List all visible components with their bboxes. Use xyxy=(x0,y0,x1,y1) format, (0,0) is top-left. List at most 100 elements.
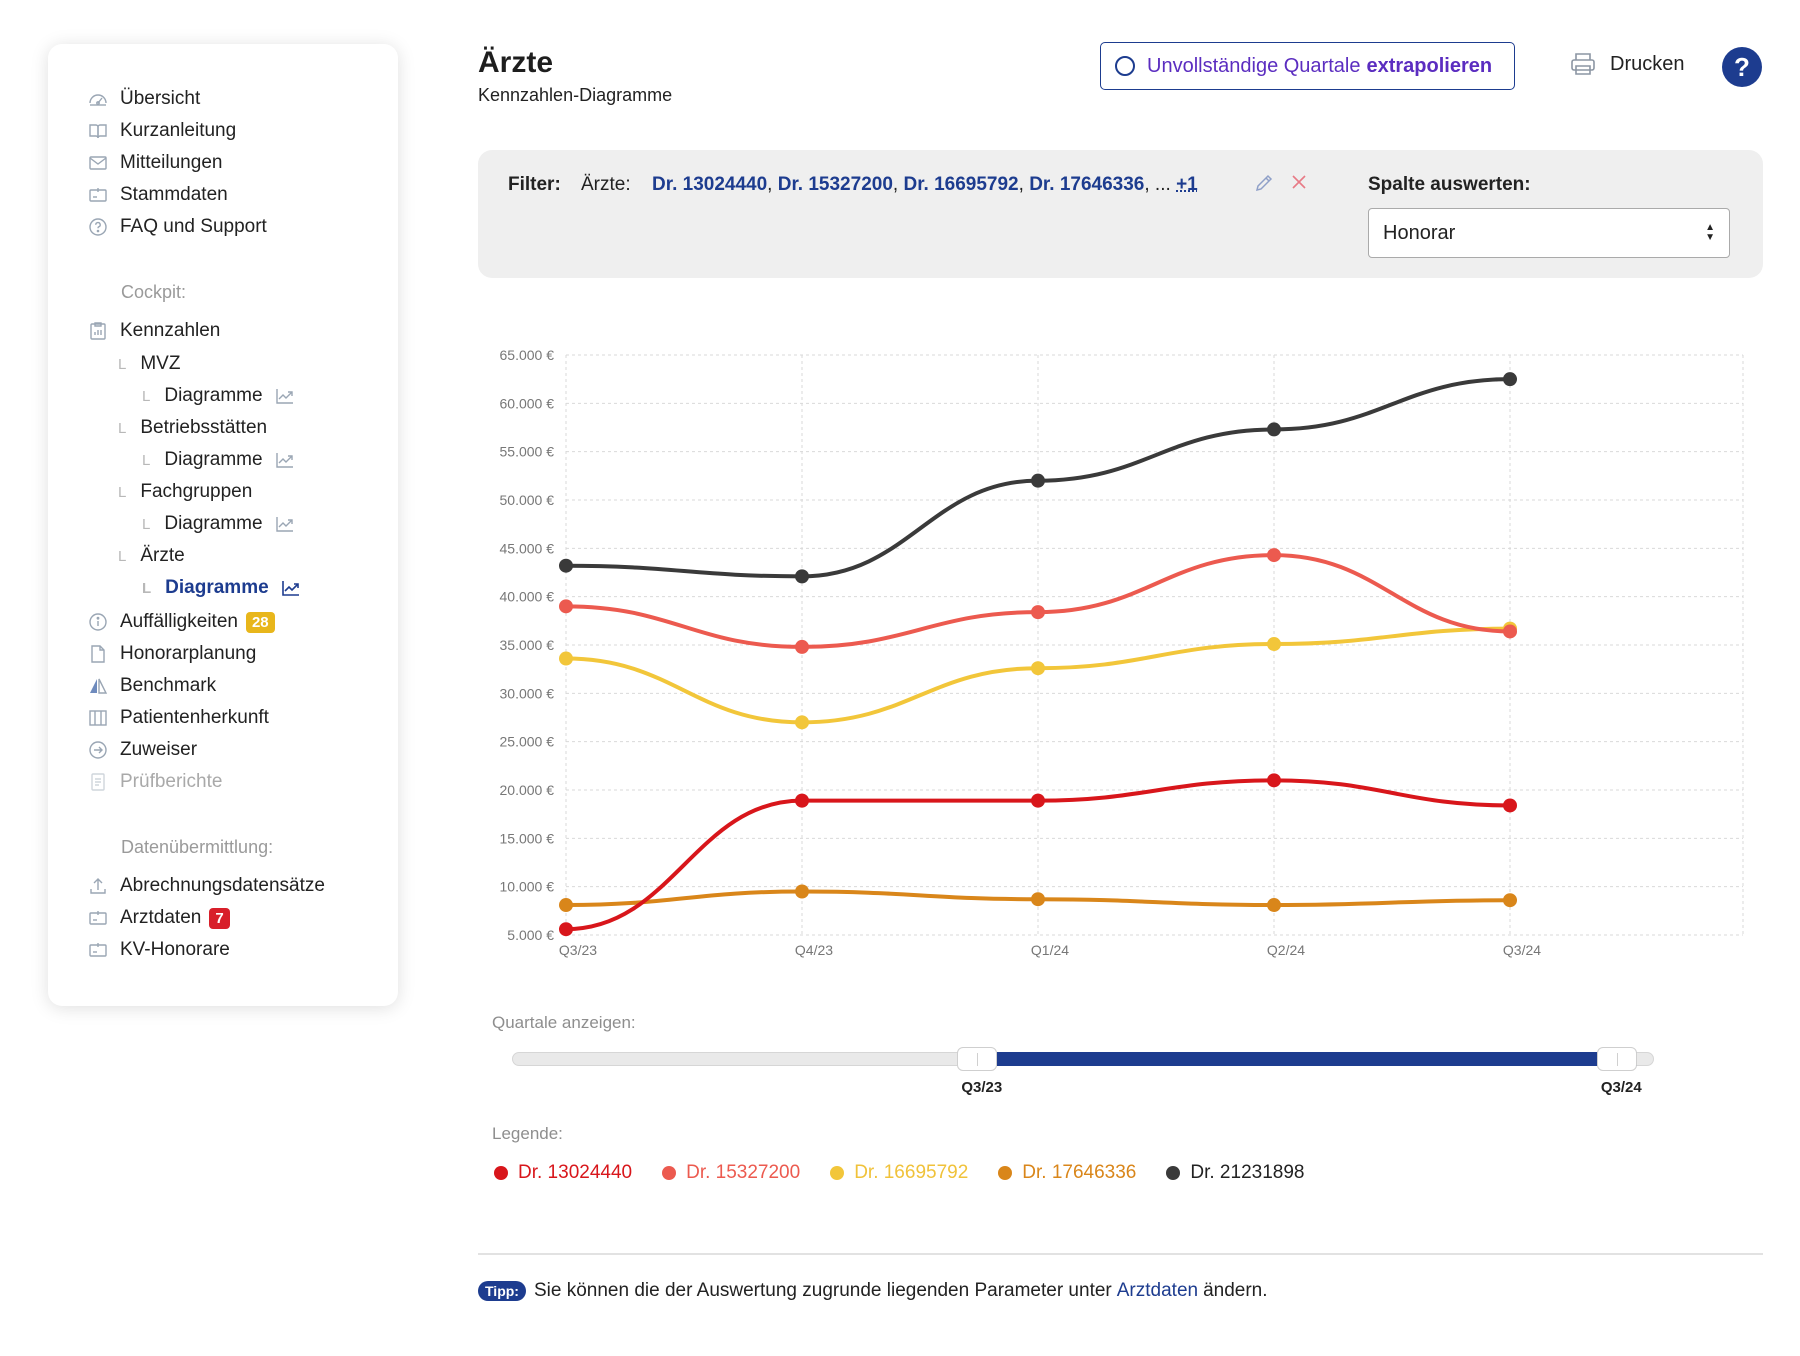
line-chart: 5.000 € 10.000 € 15.000 € 20.000 € 25.000 € 3… xyxy=(478,330,1768,970)
extrapolate-toggle-button[interactable]: Unvollständige Quartale extrapolieren xyxy=(1100,42,1515,90)
column-select-value: Honorar xyxy=(1383,221,1456,244)
nav-item-faq[interactable]: FAQ und Support xyxy=(86,212,267,242)
legend-item[interactable]: Dr. 17646336 xyxy=(998,1162,1136,1184)
legend-dot xyxy=(1166,1166,1181,1180)
select-arrows-icon: ▲ ▼ xyxy=(1705,222,1715,243)
nav-item-honorarplanung[interactable]: Honorarplanung xyxy=(86,639,256,669)
y-tick-label: 10.000 € xyxy=(500,879,555,895)
range-handle-start[interactable] xyxy=(957,1047,998,1071)
legend-item[interactable]: Dr. 21231898 xyxy=(1166,1162,1304,1184)
data-point xyxy=(795,715,809,730)
id-card-icon xyxy=(86,938,110,962)
filter-more-link[interactable]: +1 xyxy=(1176,174,1198,195)
sub-item-mvz-diagramme[interactable]: L Diagramme xyxy=(142,382,295,410)
sub-item-betriebsstaetten[interactable]: L Betriebsstätten xyxy=(118,414,267,442)
sub-item-betriebsstaetten-diagramme[interactable]: L Diagramme xyxy=(142,446,295,474)
data-point xyxy=(559,558,573,573)
arrow-circle-icon xyxy=(86,738,110,762)
filter-label: Filter: xyxy=(508,174,561,195)
y-tick-label: 5.000 € xyxy=(507,927,554,943)
info-circle-icon xyxy=(86,610,110,634)
data-point xyxy=(559,599,573,614)
nav-label: Arztdaten xyxy=(120,907,202,928)
nav-item-stammdaten[interactable]: Stammdaten xyxy=(86,180,228,210)
nav-item-mitteilungen[interactable]: Mitteilungen xyxy=(86,148,222,178)
nav-item-arztdaten[interactable]: Arztdaten 7 xyxy=(86,903,230,933)
legend-label-text: Dr. 15327200 xyxy=(686,1162,801,1183)
count-badge: 28 xyxy=(245,611,275,633)
nav-item-abrechnungsdatensaetze[interactable]: Abrechnungsdatensätze xyxy=(86,871,325,901)
data-point xyxy=(795,793,809,808)
tip-text-end: ändern. xyxy=(1203,1280,1268,1301)
legend-item[interactable]: Dr. 16695792 xyxy=(830,1162,968,1184)
nav-item-benchmark[interactable]: Benchmark xyxy=(86,671,216,701)
legend-item[interactable]: Dr. 13024440 xyxy=(494,1162,632,1184)
range-handle-end[interactable] xyxy=(1596,1047,1637,1071)
page-subtitle: Kennzahlen-Diagramme xyxy=(478,85,673,105)
y-tick-label: 15.000 € xyxy=(500,830,555,846)
chart-svg: 5.000 € 10.000 € 15.000 € 20.000 € 25.000 € 3… xyxy=(500,347,1744,958)
tree-elbow: L xyxy=(142,515,151,533)
nav-label: Kennzahlen xyxy=(120,320,221,341)
data-point xyxy=(1031,661,1045,676)
nav-label: Kurzanleitung xyxy=(120,120,237,141)
data-point xyxy=(795,569,809,584)
data-point xyxy=(559,898,573,913)
sub-item-fachgruppen[interactable]: L Fachgruppen xyxy=(118,478,252,506)
tree-elbow: L xyxy=(118,419,127,437)
legend-item[interactable]: Dr. 15327200 xyxy=(662,1162,800,1184)
data-point xyxy=(1267,898,1281,913)
sub-label: Diagramme xyxy=(164,449,263,470)
filter-value: Dr. 15327200 xyxy=(777,174,893,195)
range-selection xyxy=(997,1052,1637,1066)
tree-elbow: L xyxy=(142,387,151,405)
line-chart-icon xyxy=(275,451,295,469)
data-point xyxy=(1267,637,1281,652)
column-select[interactable]: Honorar ▲ ▼ xyxy=(1368,208,1730,258)
data-point xyxy=(1267,773,1281,788)
sub-label: Ärzte xyxy=(140,545,185,566)
pencil-icon[interactable] xyxy=(1253,172,1275,194)
print-button[interactable]: Drucken xyxy=(1570,52,1684,76)
nav-item-kurzanleitung[interactable]: Kurzanleitung xyxy=(86,116,236,146)
sub-item-mvz[interactable]: L MVZ xyxy=(118,350,180,378)
y-tick-label: 20.000 € xyxy=(500,782,555,798)
legend-dot xyxy=(998,1166,1013,1180)
legend-dot xyxy=(494,1166,508,1180)
sub-label: Diagramme xyxy=(164,513,263,534)
sub-item-aerzte[interactable]: L Ärzte xyxy=(118,542,185,570)
nav-item-auffaelligkeiten[interactable]: Auffälligkeiten 28 xyxy=(86,607,275,637)
help-button[interactable]: ? xyxy=(1722,47,1762,87)
sub-label: MVZ xyxy=(140,353,181,374)
data-point xyxy=(559,651,573,666)
data-point xyxy=(1503,893,1517,908)
tree-elbow: L xyxy=(142,579,152,597)
sub-item-aerzte-diagramme[interactable]: L Diagramme xyxy=(142,574,301,602)
nav-item-uebersicht[interactable]: Übersicht xyxy=(86,84,200,114)
nav-label: Mitteilungen xyxy=(120,152,223,173)
tip-box: Tipp: Sie können die der Auswertung zugr… xyxy=(478,1280,1268,1302)
x-tick-label: Q2/24 xyxy=(1267,942,1305,958)
filter-values: Dr. 13024440, Dr. 15327200, Dr. 16695792… xyxy=(652,174,1198,195)
nav-label: Stammdaten xyxy=(120,184,228,205)
nav-item-kennzahlen[interactable]: Kennzahlen xyxy=(86,316,220,346)
filter-panel: Filter: Ärzte: Dr. 13024440, Dr. 1532720… xyxy=(478,150,1763,278)
close-icon[interactable] xyxy=(1290,173,1308,191)
radio-circle-icon xyxy=(1115,56,1135,76)
y-tick-label: 25.000 € xyxy=(500,734,555,750)
legend-label-text: Dr. 21231898 xyxy=(1190,1162,1305,1183)
arztdaten-link[interactable]: Arztdaten xyxy=(1116,1280,1199,1301)
nav-item-zuweiser[interactable]: Zuweiser xyxy=(86,735,197,765)
section-datenuebermittlung: Datenübermittlung: xyxy=(121,837,274,857)
id-card-icon xyxy=(86,183,110,207)
series-line xyxy=(564,778,1512,932)
data-point xyxy=(1031,793,1045,808)
sub-item-fachgruppen-diagramme[interactable]: L Diagramme xyxy=(142,510,295,538)
nav-item-patientenherkunft[interactable]: Patientenherkunft xyxy=(86,703,269,733)
printer-icon xyxy=(1570,52,1596,76)
data-point xyxy=(1503,372,1517,387)
nav-item-kv-honorare[interactable]: KV-Honorare xyxy=(86,935,230,965)
book-icon xyxy=(86,119,110,143)
legend-dot xyxy=(662,1166,677,1180)
column-select-label: Spalte auswerten: xyxy=(1368,174,1531,195)
